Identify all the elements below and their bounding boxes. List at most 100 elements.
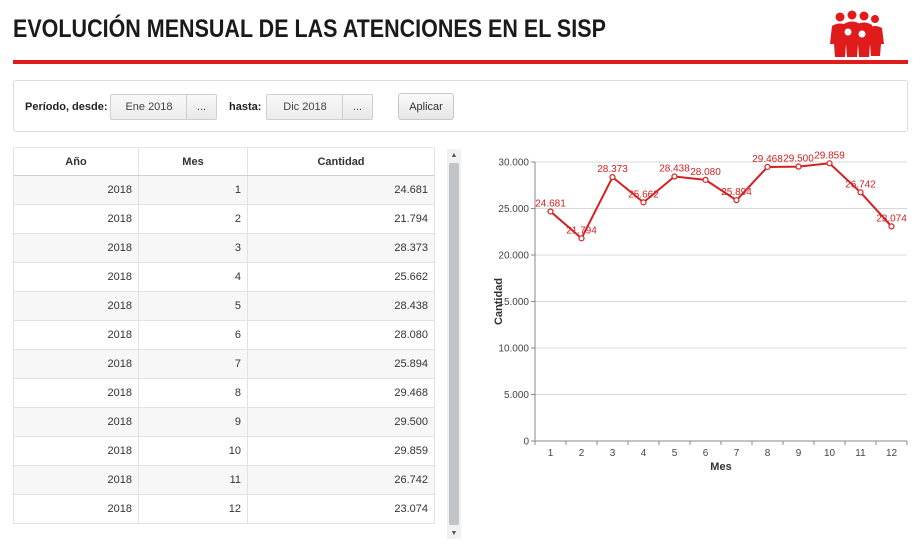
to-date-input[interactable]: Dic 2018 bbox=[266, 94, 344, 120]
data-label: 29.859 bbox=[814, 150, 845, 161]
table-row[interactable]: 2018 11 26.742 bbox=[14, 466, 434, 495]
to-date-picker-button[interactable]: ... bbox=[342, 94, 373, 120]
data-point bbox=[671, 173, 678, 180]
table-row[interactable]: 2018 7 25.894 bbox=[14, 350, 434, 379]
cell-anio: 2018 bbox=[14, 234, 139, 262]
cell-cantidad: 25.894 bbox=[394, 358, 428, 370]
table-row[interactable]: 2018 2 21.794 bbox=[14, 205, 434, 234]
y-tick-label: 15.000 bbox=[498, 297, 529, 308]
x-tick-label: 9 bbox=[796, 448, 802, 459]
x-tick-label: 10 bbox=[824, 448, 836, 459]
x-tick-label: 7 bbox=[734, 448, 740, 459]
x-axis-title: Mes bbox=[710, 461, 731, 473]
table-row[interactable]: 2018 9 29.500 bbox=[14, 408, 434, 437]
cell-cantidad: 23.074 bbox=[394, 503, 428, 515]
cell-cantidad: 24.681 bbox=[394, 184, 428, 196]
cell-anio: 2018 bbox=[14, 408, 139, 436]
data-point bbox=[640, 199, 647, 206]
page-header: EVOLUCIÓN MENSUAL DE LAS ATENCIONES EN E… bbox=[0, 0, 920, 64]
cell-mes: 1 bbox=[139, 176, 248, 204]
data-point bbox=[888, 223, 895, 230]
data-table: Año Mes Cantidad 2018 1 24.681 2018 2 21.794 2… bbox=[13, 147, 435, 524]
cell-anio: 2018 bbox=[14, 263, 139, 291]
y-tick-label: 5.000 bbox=[504, 390, 529, 401]
cell-anio: 2018 bbox=[14, 176, 139, 204]
x-tick-label: 1 bbox=[548, 448, 554, 459]
data-point bbox=[733, 197, 740, 204]
data-label: 21.794 bbox=[566, 225, 597, 236]
column-header-cantidad[interactable]: Cantidad bbox=[317, 155, 365, 168]
cell-cantidad: 29.500 bbox=[394, 416, 428, 428]
from-date-input[interactable]: Ene 2018 bbox=[110, 94, 188, 120]
cell-cantidad: 28.438 bbox=[394, 300, 428, 312]
cell-mes: 5 bbox=[139, 292, 248, 320]
data-label: 24.681 bbox=[535, 198, 566, 209]
cell-mes: 4 bbox=[139, 263, 248, 291]
people-group-icon bbox=[830, 10, 884, 57]
y-tick-label: 30.000 bbox=[498, 158, 529, 169]
x-tick-label: 11 bbox=[855, 448, 866, 459]
x-tick-label: 8 bbox=[765, 448, 771, 459]
table-scrollbar[interactable]: ▲ ▼ bbox=[447, 149, 461, 539]
filter-panel: Período, desde: Ene 2018 ... hasta: Dic … bbox=[13, 80, 908, 132]
cell-mes: 7 bbox=[139, 350, 248, 378]
table-row[interactable]: 2018 6 28.080 bbox=[14, 321, 434, 350]
data-point bbox=[702, 176, 709, 183]
from-label: Período, desde: bbox=[25, 101, 108, 113]
data-label: 26.742 bbox=[845, 179, 876, 190]
data-label: 25.662 bbox=[628, 189, 659, 200]
table-row[interactable]: 2018 3 28.373 bbox=[14, 234, 434, 263]
table-header: Año Mes Cantidad bbox=[14, 147, 434, 176]
data-label: 23.074 bbox=[876, 213, 907, 224]
from-date-picker-button[interactable]: ... bbox=[186, 94, 217, 120]
page-title: EVOLUCIÓN MENSUAL DE LAS ATENCIONES EN E… bbox=[13, 15, 606, 43]
cell-mes: 9 bbox=[139, 408, 248, 436]
column-header-mes[interactable]: Mes bbox=[139, 148, 248, 175]
data-label: 28.373 bbox=[597, 164, 628, 175]
data-label: 29.500 bbox=[783, 154, 814, 165]
y-axis-title: Cantidad bbox=[493, 278, 505, 325]
series-line bbox=[549, 162, 893, 240]
cell-anio: 2018 bbox=[14, 321, 139, 349]
scroll-up-icon[interactable]: ▲ bbox=[450, 151, 458, 159]
data-point bbox=[795, 163, 802, 170]
scroll-thumb[interactable] bbox=[449, 163, 459, 525]
x-tick-label: 4 bbox=[641, 448, 647, 459]
cell-mes: 10 bbox=[139, 437, 248, 465]
column-header-anio[interactable]: Año bbox=[14, 148, 139, 175]
table-row[interactable]: 2018 8 29.468 bbox=[14, 379, 434, 408]
data-point bbox=[826, 160, 833, 167]
cell-cantidad: 29.859 bbox=[394, 445, 428, 457]
cell-cantidad: 28.080 bbox=[394, 329, 428, 341]
y-tick-label: 25.000 bbox=[498, 204, 529, 215]
table-row[interactable]: 2018 12 23.074 bbox=[14, 495, 434, 524]
header-divider bbox=[13, 60, 908, 64]
to-label: hasta: bbox=[229, 101, 262, 113]
data-point bbox=[609, 174, 616, 181]
table-row[interactable]: 2018 4 25.662 bbox=[14, 263, 434, 292]
data-label: 29.468 bbox=[752, 154, 783, 165]
x-tick-label: 5 bbox=[672, 448, 678, 459]
data-point bbox=[857, 189, 864, 196]
cell-mes: 2 bbox=[139, 205, 248, 233]
table-row[interactable]: 2018 10 29.859 bbox=[14, 437, 434, 466]
cell-mes: 12 bbox=[139, 495, 248, 523]
scroll-down-icon[interactable]: ▼ bbox=[450, 529, 458, 537]
y-tick-label: 10.000 bbox=[498, 344, 529, 355]
data-point bbox=[547, 208, 554, 215]
x-tick-label: 6 bbox=[703, 448, 709, 459]
apply-button[interactable]: Aplicar bbox=[398, 93, 454, 120]
cell-mes: 11 bbox=[139, 466, 248, 494]
table-row[interactable]: 2018 5 28.438 bbox=[14, 292, 434, 321]
cell-cantidad: 21.794 bbox=[394, 213, 428, 225]
cell-anio: 2018 bbox=[14, 437, 139, 465]
cell-mes: 3 bbox=[139, 234, 248, 262]
y-tick-label: 0 bbox=[523, 437, 529, 448]
table-row[interactable]: 2018 1 24.681 bbox=[14, 176, 434, 205]
cell-cantidad: 25.662 bbox=[394, 271, 428, 283]
cell-anio: 2018 bbox=[14, 205, 139, 233]
cell-cantidad: 26.742 bbox=[394, 474, 428, 486]
cell-anio: 2018 bbox=[14, 292, 139, 320]
data-point bbox=[578, 235, 585, 242]
